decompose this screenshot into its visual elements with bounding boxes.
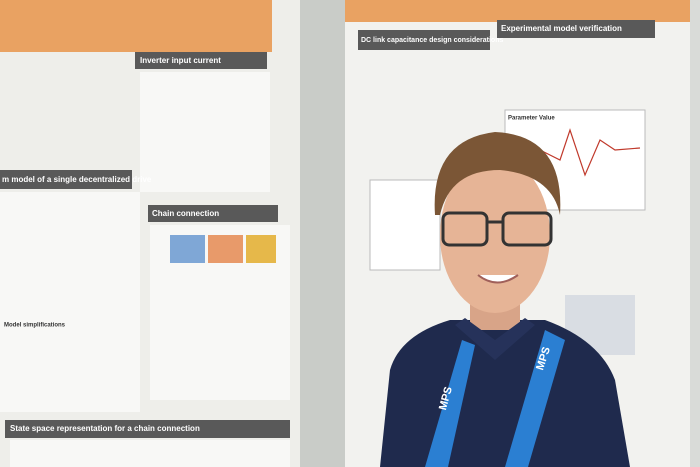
plot-label: Parameter Value <box>508 116 555 122</box>
glasses <box>441 211 489 247</box>
section-title: Chain connection <box>152 209 219 218</box>
plot-curve <box>539 128 641 177</box>
section-header <box>358 30 490 50</box>
collar <box>455 318 535 360</box>
lanyard <box>425 340 475 467</box>
matrix-block <box>10 440 290 467</box>
face <box>440 157 550 313</box>
text-block <box>140 72 270 192</box>
lanyard <box>505 330 565 467</box>
section-header <box>5 420 290 438</box>
section-title: Inverter input current <box>140 56 221 65</box>
plot-panel <box>369 179 441 271</box>
poster-frame <box>300 0 345 467</box>
diagram-box <box>170 235 205 263</box>
section-header <box>135 52 267 69</box>
section-header <box>148 205 278 222</box>
diagram-box <box>246 235 276 263</box>
glasses <box>501 211 553 247</box>
diagram-box <box>208 235 243 263</box>
section-header <box>497 20 655 38</box>
hair <box>434 132 561 215</box>
section-title: State space representation for a chain c… <box>10 424 200 433</box>
poster-header-band <box>345 0 690 22</box>
lanyard-text: MPS <box>437 385 455 411</box>
text-block <box>0 192 140 412</box>
section-title: DC link capacitance design consideration… <box>361 37 503 44</box>
poster-header-band <box>0 0 272 52</box>
subheading: Model simplifications <box>4 323 66 329</box>
smile <box>477 274 519 284</box>
section-header <box>0 170 132 189</box>
section-title: m model of a single decentralized drive <box>2 175 152 184</box>
section-title: Experimental model verification <box>501 24 622 33</box>
